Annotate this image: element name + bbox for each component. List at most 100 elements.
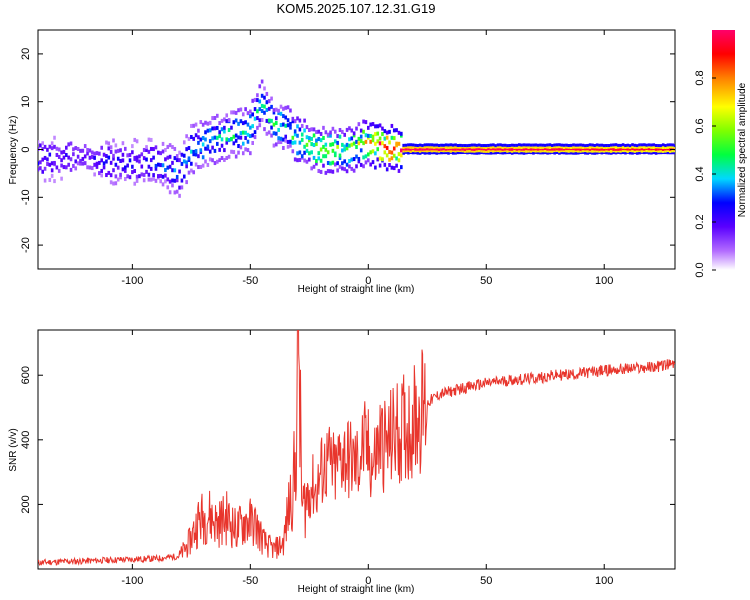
heatmap-cell <box>225 155 229 160</box>
heatmap-cell <box>555 147 559 151</box>
heatmap-cell <box>159 179 162 184</box>
heatmap-cell <box>345 142 349 147</box>
heatmap-cell <box>652 145 656 149</box>
y-tick-label: 10 <box>20 96 32 108</box>
heatmap-cell <box>109 180 113 185</box>
heatmap-cell <box>147 172 151 177</box>
heatmap-cell <box>300 132 304 137</box>
heatmap-cell <box>180 152 184 157</box>
heatmap-cell <box>473 151 476 155</box>
heatmap-cell <box>232 110 236 115</box>
heatmap-cell <box>565 151 568 155</box>
heatmap-cell <box>536 147 540 151</box>
heatmap-cell <box>430 149 434 153</box>
heatmap-cell <box>635 151 639 155</box>
heatmap-cell <box>168 190 172 195</box>
heatmap-cell <box>517 151 521 155</box>
heatmap-cell <box>503 143 507 147</box>
heatmap-cell <box>272 122 276 127</box>
heatmap-cell <box>38 167 40 172</box>
heatmap-cell <box>112 168 115 173</box>
heatmap-cell <box>657 147 660 151</box>
heatmap-cell <box>579 145 582 149</box>
heatmap-cell <box>178 193 181 198</box>
heatmap-cell <box>643 151 646 155</box>
heatmap-cell <box>256 125 259 130</box>
heatmap-cell <box>459 147 462 151</box>
heatmap-cell <box>282 145 285 150</box>
heatmap-cell <box>451 145 455 149</box>
heatmap-cell <box>494 147 497 151</box>
heatmap-cell <box>284 138 288 143</box>
heatmap-cell <box>357 156 361 161</box>
heatmap-cell <box>187 170 191 175</box>
heatmap-cell <box>416 145 420 149</box>
heatmap-cell <box>289 121 292 126</box>
heatmap-cell <box>107 141 111 146</box>
heatmap-cell <box>400 165 403 170</box>
heatmap-cell <box>659 147 663 151</box>
heatmap-cell <box>348 126 351 131</box>
heatmap-cell <box>308 151 311 156</box>
heatmap-cell <box>161 141 165 146</box>
heatmap-cell <box>149 158 153 163</box>
heatmap-cell <box>185 180 188 185</box>
heatmap-cell <box>435 149 439 153</box>
heatmap-cell <box>508 147 512 151</box>
heatmap-cell <box>253 130 257 135</box>
heatmap-cell <box>282 137 285 142</box>
heatmap-cell <box>131 150 134 155</box>
heatmap-cell <box>640 149 644 153</box>
heatmap-cell <box>536 145 540 149</box>
heatmap-cell <box>298 150 302 155</box>
heatmap-cell <box>218 121 221 126</box>
heatmap-cell <box>643 145 646 149</box>
heatmap-cell <box>595 149 599 153</box>
heatmap-cell <box>536 151 540 155</box>
heatmap-cell <box>442 149 446 153</box>
heatmap-cell <box>286 123 290 128</box>
heatmap-cell <box>664 145 667 149</box>
heatmap-cell <box>631 149 634 153</box>
heatmap-cell <box>517 143 521 147</box>
heatmap-cell <box>437 151 441 155</box>
heatmap-cell <box>638 145 641 149</box>
heatmap-cell <box>647 147 651 151</box>
y-tick-label: -10 <box>20 189 32 205</box>
heatmap-cell <box>395 128 398 133</box>
heatmap-cell <box>152 147 155 152</box>
heatmap-cell <box>581 149 585 153</box>
heatmap-cell <box>461 147 464 151</box>
heatmap-cell <box>300 123 304 128</box>
heatmap-cell <box>671 145 674 149</box>
heatmap-cell <box>645 149 648 153</box>
heatmap-cell <box>548 145 552 149</box>
heatmap-cell <box>187 146 191 151</box>
heatmap-cell <box>112 138 115 143</box>
heatmap-cell <box>112 153 115 158</box>
heatmap-cell <box>154 178 158 183</box>
heatmap-cell <box>232 150 236 155</box>
heatmap-cell <box>178 169 181 174</box>
heatmap-cell <box>237 121 240 126</box>
heatmap-cell <box>362 119 365 124</box>
y-tick-label: 400 <box>20 431 32 449</box>
heatmap-cell <box>442 151 446 155</box>
heatmap-cell <box>53 160 56 165</box>
heatmap-cell <box>607 145 611 149</box>
heatmap-cell <box>366 125 370 130</box>
heatmap-cell <box>430 145 434 149</box>
heatmap-cell <box>484 147 488 151</box>
heatmap-cell <box>364 120 368 125</box>
heatmap-cell <box>659 151 663 155</box>
heatmap-cell <box>218 158 221 163</box>
heatmap-cell <box>586 147 590 151</box>
heatmap-cell <box>525 143 528 147</box>
heatmap-cell <box>392 153 396 158</box>
heatmap-cell <box>220 118 224 123</box>
heatmap-cell <box>355 126 358 131</box>
heatmap-cell <box>192 136 196 141</box>
x-tick-label: -50 <box>242 275 258 287</box>
heatmap-cell <box>374 165 377 170</box>
heatmap-cell <box>631 147 634 151</box>
